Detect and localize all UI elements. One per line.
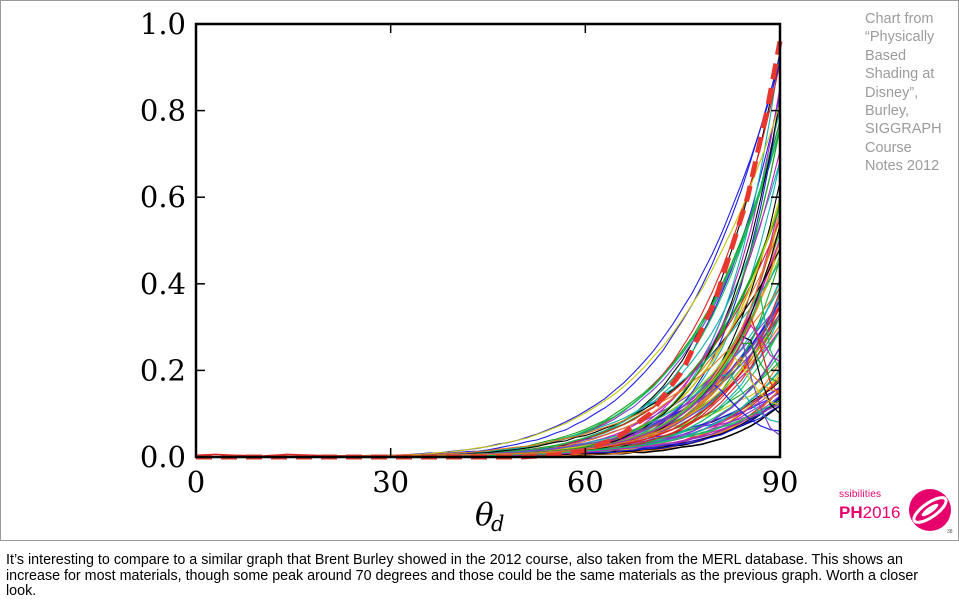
- x-tick-label: 30: [372, 465, 409, 499]
- x-tick-label: 60: [567, 465, 604, 499]
- slide: 0 30 60 90 0.0 0.2 0.4 0.6 0.8 1.0 θ d Chart from…: [0, 0, 959, 541]
- x-axis-label: θ: [475, 497, 494, 533]
- y-tick-label: 0.8: [140, 94, 186, 128]
- y-tick-label: 0.6: [140, 180, 186, 214]
- axis-ticks: 0 30 60 90 0.0 0.2 0.4 0.6 0.8 1.0: [140, 7, 799, 499]
- y-tick-label: 1.0: [140, 7, 186, 41]
- logo-wordmark: PH2016: [839, 503, 900, 523]
- conference-logo: ssibilities PH2016: [821, 479, 951, 539]
- slide-caption: It’s interesting to compare to a similar…: [6, 552, 919, 600]
- x-tick-label: 90: [762, 465, 799, 499]
- logo-tagline: ssibilities: [839, 489, 882, 500]
- y-tick-label: 0.4: [140, 267, 186, 301]
- logo-wordmark-letters: PH: [839, 503, 863, 522]
- material-curve: [196, 375, 781, 458]
- material-curve: [196, 398, 781, 458]
- logo-wordmark-year: 2016: [862, 503, 901, 522]
- y-tick-label: 0.2: [140, 353, 186, 387]
- swirl-logo-icon: [909, 489, 951, 531]
- brdf-chart: 0 30 60 90 0.0 0.2 0.4 0.6 0.8 1.0 θ d: [140, 7, 799, 536]
- y-tick-label: 0.0: [140, 440, 186, 474]
- material-curve: [196, 181, 781, 458]
- material-curves: [195, 51, 781, 458]
- plot-frame: [194, 22, 782, 459]
- x-tick-label: 0: [187, 465, 205, 499]
- slide-number: 38: [947, 529, 953, 535]
- chart-credit: Chart from “Physically Based Shading at …: [865, 11, 942, 175]
- material-curve: [196, 238, 781, 458]
- x-axis-label-subscript: d: [491, 512, 504, 536]
- material-curve: [196, 240, 781, 458]
